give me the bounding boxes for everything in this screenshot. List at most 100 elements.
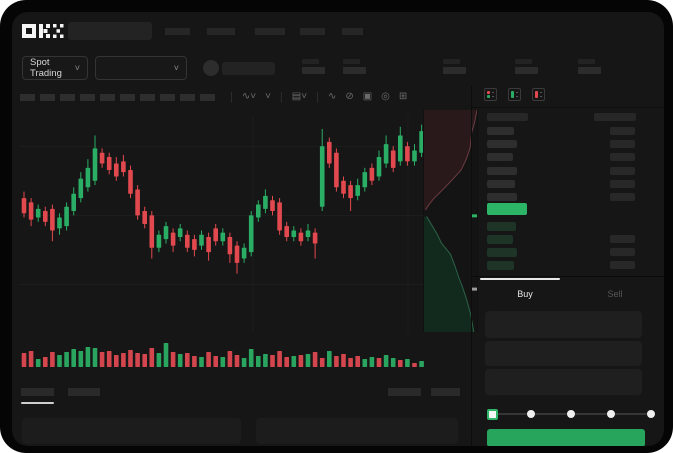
bid-price-placeholder[interactable] bbox=[487, 248, 517, 257]
volume-bar bbox=[390, 358, 396, 367]
pair-selector[interactable]: ˅ bbox=[95, 56, 187, 80]
ask-price-placeholder[interactable] bbox=[487, 167, 517, 175]
chart-settings-icon[interactable]: ◎ bbox=[381, 91, 390, 102]
volume-bar bbox=[312, 352, 318, 367]
candle-body bbox=[376, 157, 382, 177]
line bbox=[540, 92, 542, 94]
orders-panel-placeholder[interactable] bbox=[256, 418, 458, 444]
bottom-tab-placeholder[interactable] bbox=[21, 388, 54, 396]
order-input-placeholder[interactable] bbox=[485, 341, 642, 366]
candle-body bbox=[341, 180, 346, 194]
bottom-tab-placeholder[interactable] bbox=[431, 388, 460, 396]
indicators-icon[interactable]: ∿ bbox=[327, 91, 337, 102]
candle-body bbox=[362, 172, 368, 188]
candle-body bbox=[114, 163, 119, 177]
volume-bar bbox=[163, 343, 169, 367]
bid-price-placeholder[interactable] bbox=[487, 222, 516, 231]
timeframe-button-placeholder[interactable] bbox=[20, 94, 35, 101]
volume-bar bbox=[170, 352, 176, 367]
compare-icon[interactable]: ⊘ bbox=[345, 91, 354, 102]
volume-bar bbox=[398, 360, 403, 367]
chevron-down-icon: ˅ bbox=[74, 63, 80, 73]
timeframe-button-placeholder[interactable] bbox=[180, 94, 195, 101]
candle-body bbox=[270, 200, 275, 212]
volume-bar bbox=[291, 356, 297, 367]
nav-item-placeholder[interactable] bbox=[300, 28, 325, 35]
candle-body bbox=[298, 232, 304, 242]
buy-submit-button[interactable] bbox=[487, 429, 645, 446]
nav-item-placeholder[interactable] bbox=[207, 28, 235, 35]
stat-value-placeholder bbox=[443, 67, 466, 74]
candle-body bbox=[149, 215, 155, 248]
slider-stop[interactable] bbox=[567, 410, 575, 418]
nav-item-placeholder[interactable] bbox=[342, 28, 363, 35]
candle-body bbox=[21, 198, 27, 214]
volume-bar bbox=[128, 350, 133, 367]
timeframe-button-placeholder[interactable] bbox=[40, 94, 55, 101]
depth-chart[interactable] bbox=[423, 110, 478, 332]
last-price-bar[interactable] bbox=[487, 203, 527, 215]
timeframe-button-placeholder[interactable] bbox=[100, 94, 115, 101]
timeframe-button-placeholder[interactable] bbox=[140, 94, 155, 101]
candlestick-chart[interactable] bbox=[20, 116, 425, 332]
slider-stop[interactable] bbox=[647, 410, 655, 418]
timeframe-button-placeholder[interactable] bbox=[120, 94, 135, 101]
fullscreen-icon[interactable]: ⊞ bbox=[398, 91, 408, 102]
snapshot-icon[interactable]: ▣ bbox=[362, 91, 373, 102]
tab-buy[interactable]: Buy bbox=[517, 289, 533, 299]
candle-body bbox=[241, 247, 247, 259]
line-style-icon[interactable]: ∿˅ bbox=[241, 91, 257, 102]
volume-bar bbox=[305, 354, 311, 367]
chart-type-icon[interactable]: ▤˅ bbox=[291, 91, 308, 102]
candle-body bbox=[206, 236, 211, 253]
depth-bids-area bbox=[424, 216, 474, 332]
volume-bar bbox=[35, 359, 41, 367]
ask-price-placeholder[interactable] bbox=[487, 153, 513, 161]
ask-price-placeholder[interactable] bbox=[487, 140, 517, 148]
book-asks-only-icon[interactable] bbox=[532, 88, 545, 101]
ask-price-placeholder[interactable] bbox=[487, 193, 517, 201]
volume-bar bbox=[419, 361, 424, 367]
candle-body bbox=[28, 202, 34, 220]
candle-body bbox=[135, 189, 140, 216]
tab-sell[interactable]: Sell bbox=[607, 289, 623, 299]
slider-stop[interactable] bbox=[527, 410, 535, 418]
candle-body bbox=[43, 211, 48, 222]
order-input-placeholder[interactable] bbox=[485, 369, 642, 395]
book-combined-icon[interactable] bbox=[484, 88, 497, 101]
volume-chart[interactable] bbox=[20, 340, 440, 368]
line bbox=[540, 95, 542, 97]
bottom-tab-placeholder[interactable] bbox=[68, 388, 100, 396]
candle-body bbox=[334, 152, 339, 188]
timeframe-button-placeholder[interactable] bbox=[160, 94, 175, 101]
candle-body bbox=[234, 245, 240, 263]
timeframe-button-placeholder[interactable] bbox=[80, 94, 95, 101]
timeframe-button-placeholder[interactable] bbox=[200, 94, 215, 101]
nav-item-placeholder[interactable] bbox=[165, 28, 190, 35]
nav-item-placeholder[interactable] bbox=[255, 28, 285, 35]
bottom-tab-placeholder[interactable] bbox=[388, 388, 421, 396]
ask-price-placeholder[interactable] bbox=[487, 127, 514, 135]
volume-bar bbox=[135, 353, 140, 367]
line bbox=[492, 92, 494, 94]
candle-body bbox=[57, 217, 62, 229]
market-type-selector[interactable]: Spot Trading ˅ bbox=[22, 56, 88, 80]
bid-price-placeholder[interactable] bbox=[487, 261, 514, 270]
orders-panel-placeholder[interactable] bbox=[22, 418, 241, 444]
ask-amount-placeholder bbox=[610, 153, 635, 161]
candle-body bbox=[348, 185, 353, 199]
book-bids-only-icon[interactable] bbox=[508, 88, 521, 101]
slider-handle[interactable] bbox=[487, 409, 498, 420]
panel-divider bbox=[471, 86, 472, 446]
volume-bar bbox=[334, 356, 339, 367]
volume-bar bbox=[220, 357, 226, 367]
ask-price-placeholder[interactable] bbox=[487, 180, 515, 188]
order-input-placeholder[interactable] bbox=[485, 311, 642, 338]
timeframe-button-placeholder[interactable] bbox=[60, 94, 75, 101]
stat-label-placeholder bbox=[302, 59, 319, 64]
okx-logo[interactable] bbox=[22, 22, 64, 40]
slider-stop[interactable] bbox=[607, 410, 615, 418]
bid-price-placeholder[interactable] bbox=[487, 235, 513, 244]
candle-body bbox=[156, 234, 162, 248]
interval-chevron-icon[interactable]: ˅ bbox=[265, 91, 271, 102]
